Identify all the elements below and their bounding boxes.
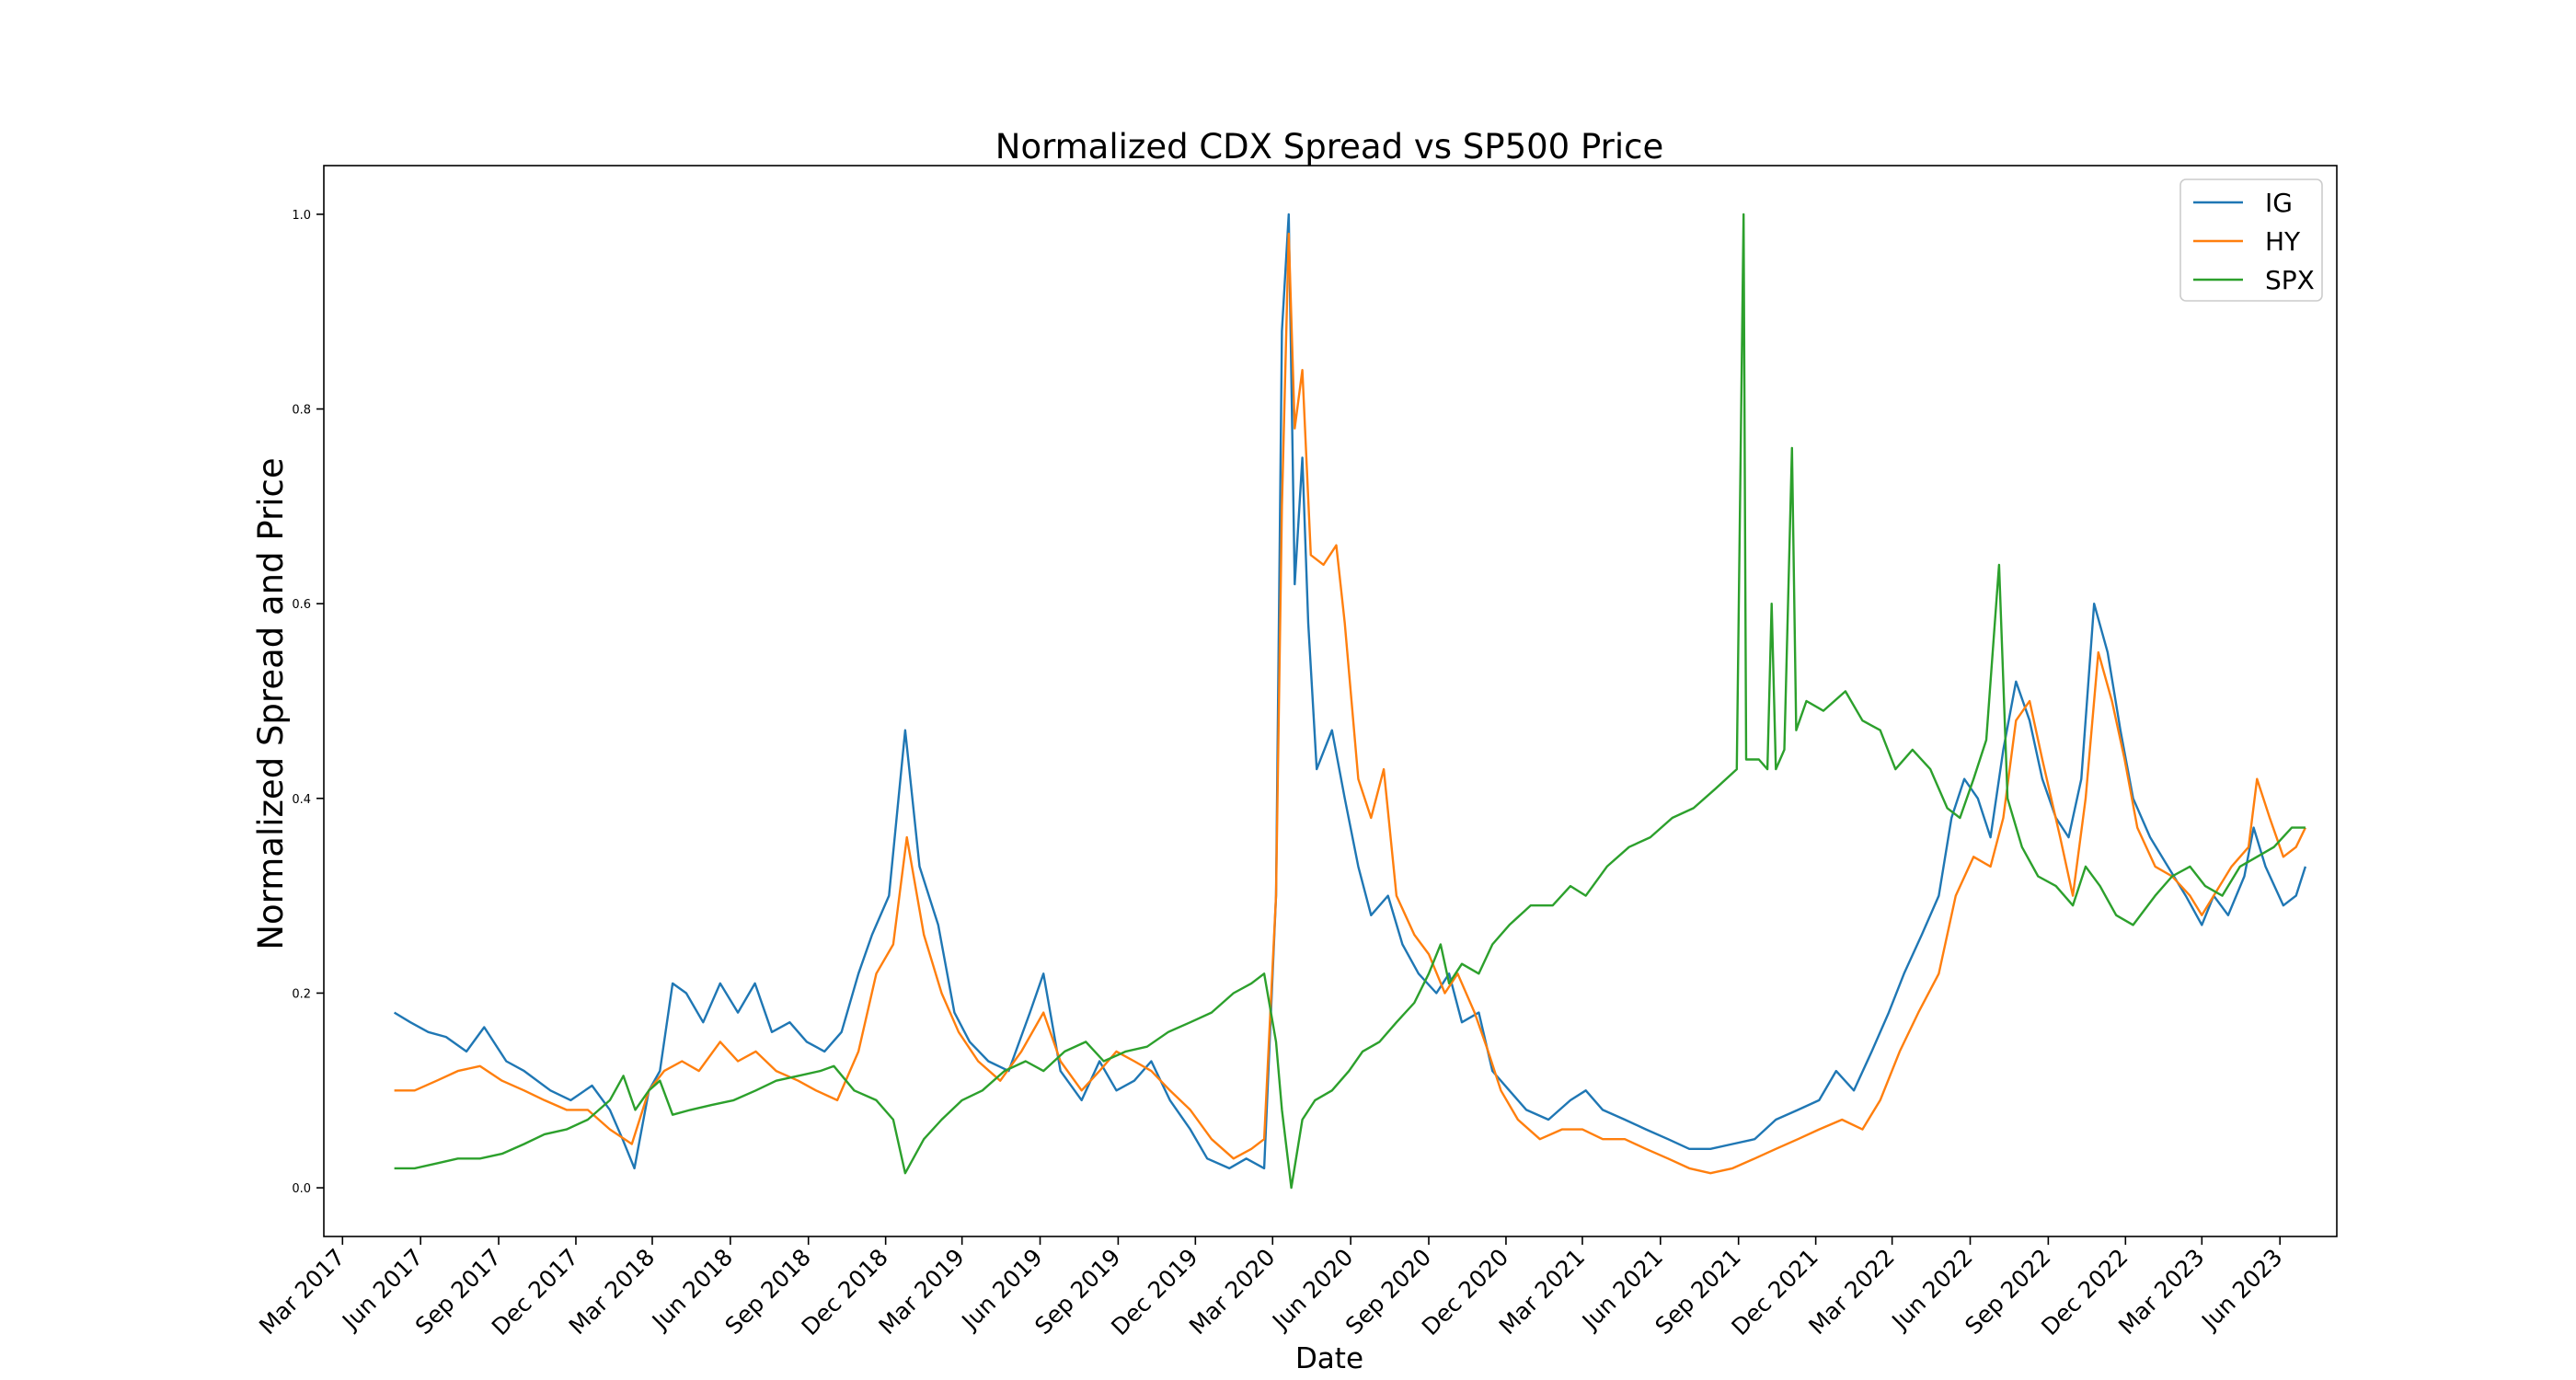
y-tick-label: 0.8 <box>292 404 311 418</box>
y-tick-label: 0.2 <box>292 987 311 1001</box>
legend-label-spx: SPX <box>2265 265 2315 295</box>
plot-lines <box>393 213 2307 1190</box>
series-line-spx <box>394 213 2306 1190</box>
plot-frame <box>323 165 2338 1237</box>
series-line-hy <box>394 232 2306 1175</box>
chart-title: Normalized CDX Spread vs SP500 Price <box>995 127 1663 167</box>
y-axis: 0.0 0.2 0.4 0.6 0.8 1.0 <box>292 209 324 1196</box>
x-tick-label: Mar 2017 <box>254 1244 350 1340</box>
y-tick-label: 0.0 <box>292 1182 311 1196</box>
y-axis-label: Normalized Spread and Price <box>251 457 291 949</box>
legend: IG HY SPX <box>2179 178 2323 302</box>
legend-label-ig: IG <box>2265 188 2293 218</box>
legend-label-hy: HY <box>2265 226 2301 257</box>
y-tick-label: 0.6 <box>292 598 311 612</box>
x-tick-label: Jun 2023 <box>2195 1244 2287 1336</box>
y-tick-label: 1.0 <box>292 209 311 223</box>
series-line-ig <box>393 213 2307 1170</box>
y-tick-label: 0.4 <box>292 793 311 807</box>
x-axis-label: Date <box>1295 1342 1363 1375</box>
legend-box <box>2179 178 2323 302</box>
